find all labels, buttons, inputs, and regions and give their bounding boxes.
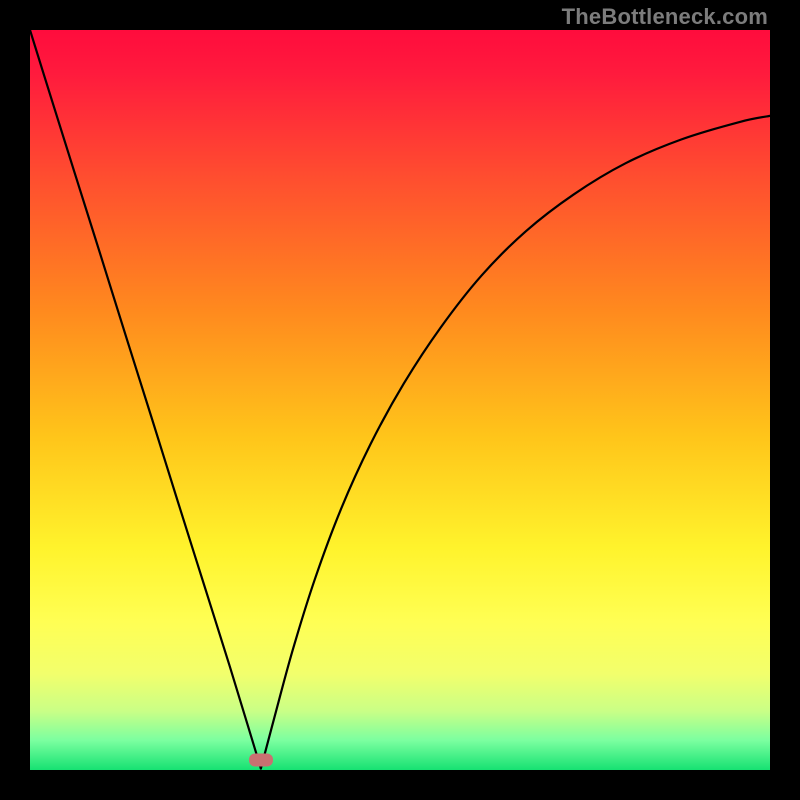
curve-left-branch	[30, 30, 261, 769]
vertex-marker	[249, 753, 273, 766]
watermark-text: TheBottleneck.com	[562, 4, 768, 30]
chart-container: TheBottleneck.com	[0, 0, 800, 800]
curve-layer	[30, 30, 770, 770]
plot-area	[30, 30, 770, 770]
curve-right-branch	[261, 116, 770, 769]
